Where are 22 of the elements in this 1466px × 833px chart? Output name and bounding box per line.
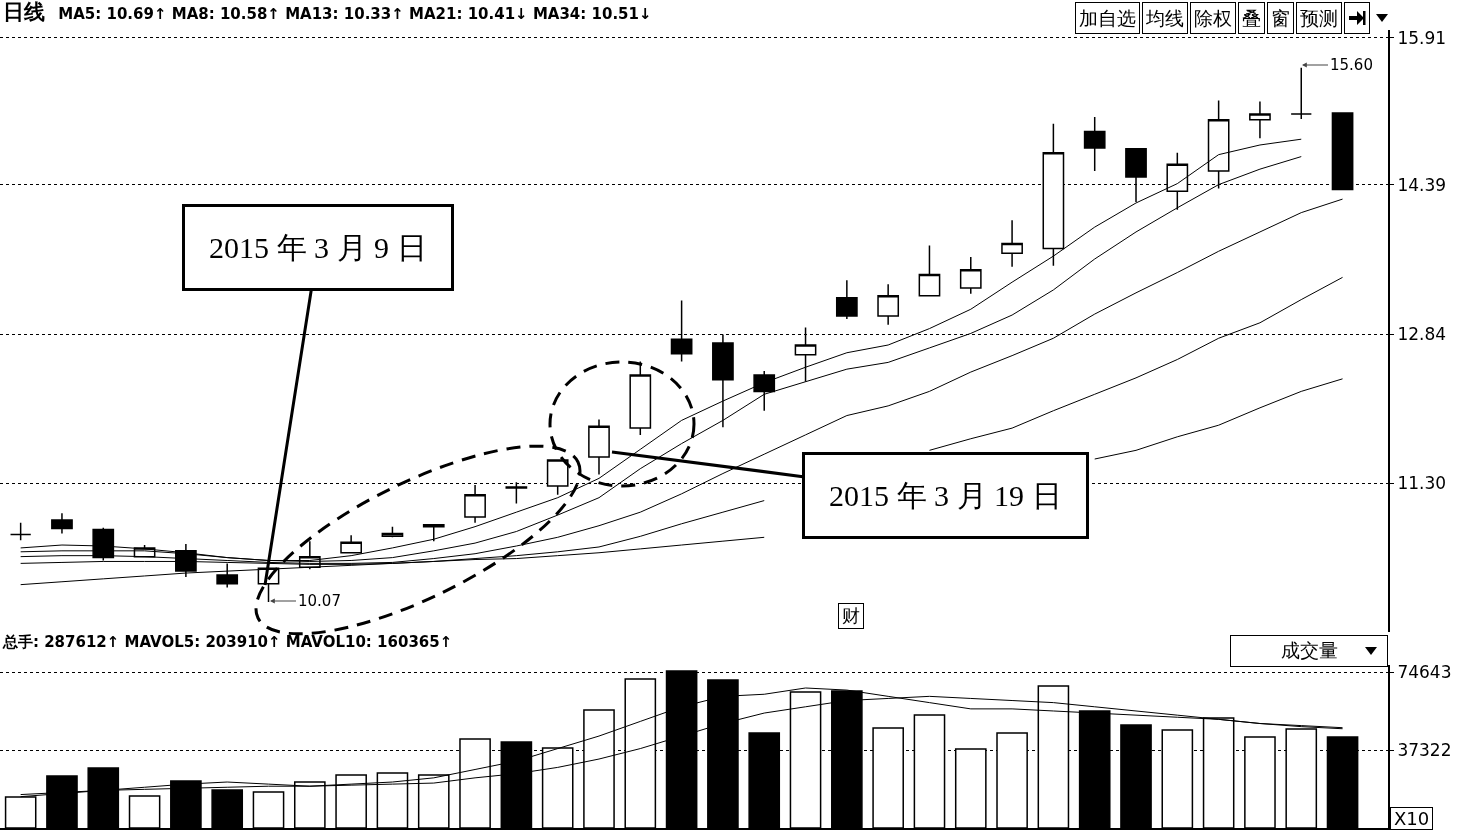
chart-title: 总手: 287612↑ MAVOL5: 203910↑ MAVOL10: 160365↑ [1, 632, 453, 651]
annotation: 15.60 [1330, 56, 1373, 74]
text: 加自选 [1075, 2, 1140, 34]
text: 叠 [1238, 2, 1265, 34]
dropdown-field: 成交量 [1230, 635, 1388, 667]
y-tick-label: 14.39 [1397, 174, 1447, 195]
y-tick-label: 74643 [1397, 661, 1452, 682]
y-tick-label: 37322 [1397, 739, 1452, 760]
text: 预测 [1296, 2, 1342, 34]
chart-subtitle: MA5: 10.69↑ MA8: 10.58↑ MA13: 10.33↑ MA21: 10.41↓ MA34: 10.51↓ [58, 4, 652, 23]
y-tick-label: 15.91 [1397, 27, 1447, 48]
y-tick-label: 12.84 [1397, 324, 1447, 345]
annotation: 10.07 [298, 592, 341, 610]
text: 均线 [1142, 2, 1188, 34]
annotation: 2015 年 3 月 19 日 [829, 479, 1062, 512]
text: X10 [1390, 807, 1434, 830]
y-tick-label: 11.30 [1397, 473, 1447, 494]
text: 除权 [1190, 2, 1236, 34]
annotation: 财 [838, 603, 864, 629]
text: 窗 [1267, 2, 1294, 34]
annotation: 2015 年 3 月 9 日 [209, 231, 427, 264]
chart-title: 日线 [2, 0, 45, 24]
